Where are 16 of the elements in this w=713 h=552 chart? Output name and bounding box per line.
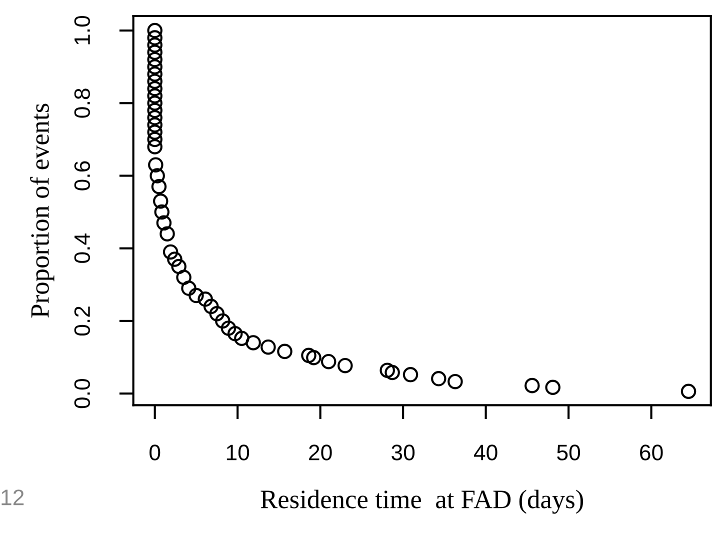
x-tick-label: 0	[150, 444, 160, 460]
y-tick-label: 0.6	[74, 161, 90, 190]
x-axis-title: Residence time at FAD (days)	[260, 490, 584, 514]
y-tick-label: 0.2	[74, 306, 90, 336]
x-tick-label: 60	[640, 444, 663, 460]
x-tick-label: 20	[309, 444, 332, 460]
x-tick-label: 50	[557, 444, 580, 460]
y-tick-label: 1.0	[74, 16, 90, 44]
x-tick-label: 40	[474, 444, 498, 460]
y-axis-title: Proportion of events	[30, 104, 54, 318]
x-tick-label: 10	[226, 444, 250, 460]
y-tick-label: 0.8	[74, 88, 90, 118]
text: 12	[2, 490, 24, 506]
y-tick-label: 0.4	[74, 234, 90, 263]
x-tick-label: 30	[392, 444, 415, 460]
y-tick-label: 0.0	[74, 378, 90, 408]
